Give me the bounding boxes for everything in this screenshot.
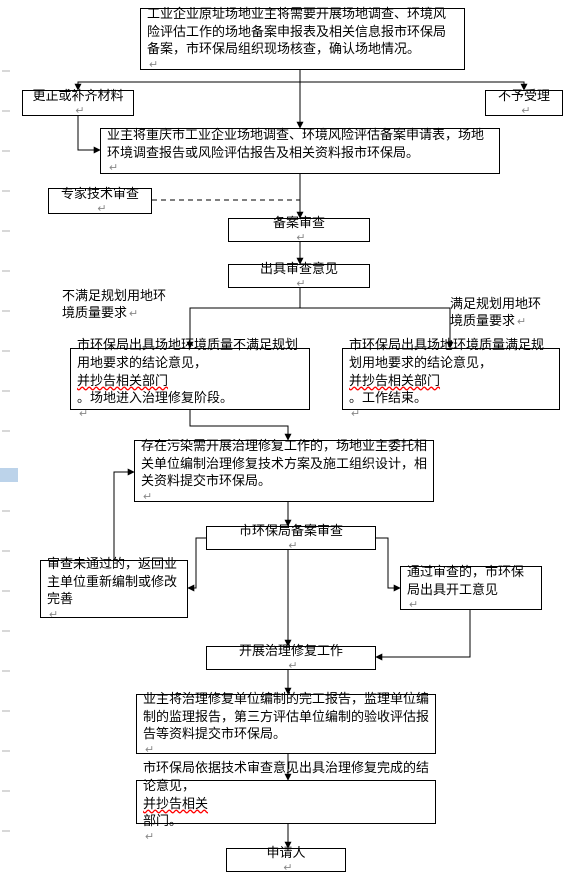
node-applicant: 申请人↵ — [226, 848, 346, 872]
node-reject: 不予受理↵ — [485, 90, 563, 116]
label-meet: 满足规划用地环境质量要求↵ — [450, 296, 550, 330]
node-not-meet-requirement: 市环保局出具场地环境质量不满足规划用地要求的结论意见，并抄告相关部门。场地进入治… — [70, 348, 310, 410]
node-remediation-plan: 存在污染需开展治理修复工作的，场地业主委托相关单位编制治理修复技术方案及施工组织… — [134, 440, 434, 502]
label-not-meet: 不满足规划用地环境质量要求↵ — [62, 288, 172, 322]
node-final-conclusion: 市环保局依据技术审查意见出具治理修复完成的结论意见，并抄告相关部门。↵ — [136, 780, 436, 824]
node-submit-reports: 业主将重庆市工业企业场地调查、环境风险评估备案申请表，场地环境调查报告或风险评估… — [100, 128, 500, 174]
edge-n1-nB — [300, 82, 524, 90]
node-correct-materials: 更正或补齐材料↵ — [22, 90, 134, 116]
edge-n7-nD — [188, 538, 206, 588]
edge-nA-n2 — [78, 116, 100, 150]
node-return-revise: 审查未通过的，返回业主单位重新编制或修改完善↵ — [40, 560, 188, 618]
node-issue-opinion: 出具审查意见↵ — [228, 264, 370, 288]
node-submit-completion: 业主将治理修复单位编制的完工报告，监理单位编制的监理报告，第三方评估单位编制的验… — [136, 694, 436, 754]
node-filing-review: 备案审查↵ — [228, 218, 370, 242]
edge-nE-n8 — [376, 610, 470, 657]
edge-n7-nE — [376, 538, 400, 588]
node-meet-requirement: 市环保局出具场地环境质量满足规划用地要求的结论意见，并抄告相关部门。工作结束。↵ — [342, 348, 560, 410]
node-approve-start: 通过审查的，市环保局出具开工意见↵ — [400, 566, 542, 610]
flowchart-canvas: 工业企业原址场地业主将需要开展场地调查、环境风险评估工作的场地备案申报表及相关信… — [0, 0, 587, 878]
node-carry-out-remediation: 开展治理修复工作↵ — [206, 646, 376, 670]
node-expert-review: 专家技术审查↵ — [48, 188, 152, 214]
edge-nD-n6 — [114, 472, 134, 560]
node-bureau-review: 市环保局备案审查↵ — [206, 526, 376, 550]
node-initial-filing: 工业企业原址场地业主将需要开展场地调查、环境风险评估工作的场地备案申报表及相关信… — [140, 8, 465, 70]
